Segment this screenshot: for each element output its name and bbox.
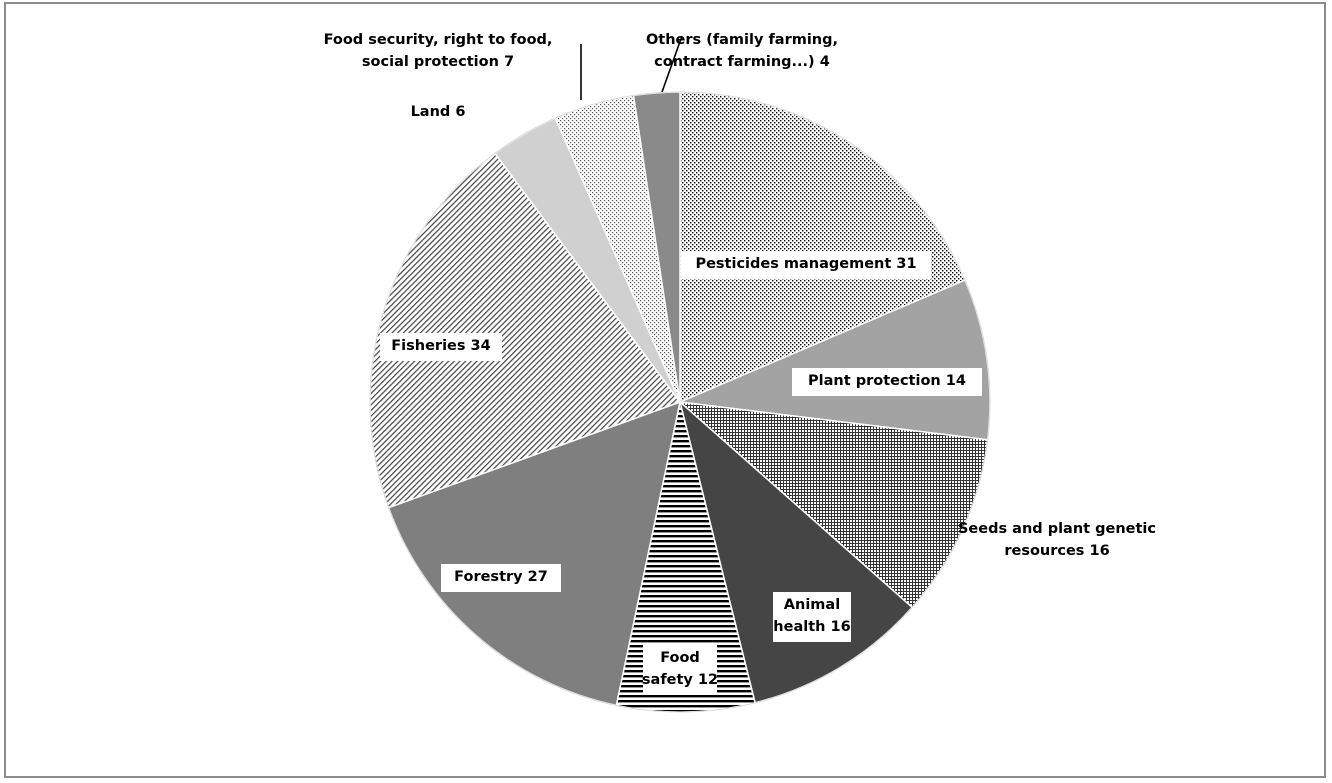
data-label: social protection 7	[362, 54, 514, 70]
slice-label: Others (family farming, contract farming.…	[646, 32, 838, 70]
label-background	[441, 564, 561, 592]
slice-label: Fisheries 34	[380, 333, 502, 361]
label-background	[773, 592, 851, 642]
slice-label: Food safety 12	[642, 645, 718, 695]
data-label: Fisheries 34	[391, 338, 490, 354]
data-label: Food	[660, 650, 700, 666]
data-label: Land 6	[411, 104, 466, 120]
label-background	[792, 368, 982, 396]
data-label: contract farming...) 4	[654, 54, 830, 70]
slice-label: Plant protection 14	[792, 368, 982, 396]
data-label: health 16	[773, 619, 850, 635]
data-label: Seeds and plant genetic	[958, 521, 1156, 537]
label-background	[681, 251, 931, 279]
slice-label: Forestry 27	[441, 564, 561, 592]
data-label: Plant protection 14	[808, 373, 966, 389]
slice-label: Land 6	[411, 104, 466, 120]
data-label: resources 16	[1004, 543, 1109, 559]
data-label: Others (family farming,	[646, 32, 838, 48]
label-background	[380, 333, 502, 361]
slice-label: Animal health 16	[773, 592, 851, 642]
leader-line	[661, 35, 683, 93]
data-label: Forestry 27	[454, 569, 548, 585]
slice-label: Pesticides management 31	[681, 251, 931, 279]
data-label: Animal	[784, 597, 840, 613]
data-label: safety 12	[642, 672, 718, 688]
slice-label: Food security, right to food, social prot…	[324, 32, 553, 70]
label-background	[643, 645, 717, 695]
data-label: Pesticides management 31	[695, 256, 916, 272]
slice-label: Seeds and plant genetic resources 16	[958, 521, 1156, 559]
data-label: Food security, right to food,	[324, 32, 553, 48]
pie-outline	[369, 91, 991, 713]
